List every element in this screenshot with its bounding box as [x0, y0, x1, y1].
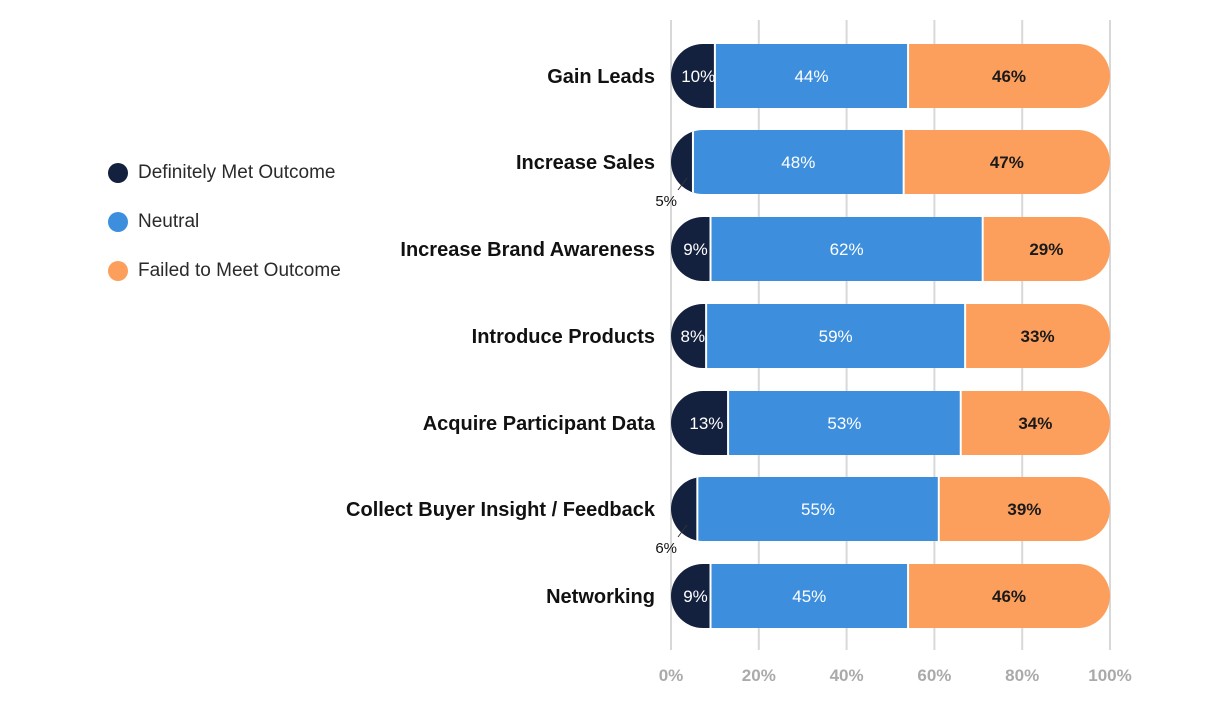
bar-row — [671, 217, 1110, 281]
x-axis-ticks: 0% 20% 40% 60% 80% 100% — [659, 666, 1132, 685]
legend-item: Failed to Meet Outcome — [108, 246, 341, 295]
data-label: 8% — [680, 327, 705, 346]
legend-item: Neutral — [108, 197, 341, 246]
bar-segment — [728, 391, 961, 455]
bar-segment — [938, 477, 1110, 541]
x-tick-label: 0% — [659, 666, 684, 685]
legend-label: Definitely Met Outcome — [138, 161, 336, 183]
data-label: 10% — [681, 67, 715, 86]
category-label: Acquire Participant Data — [423, 413, 656, 435]
x-tick-label: 40% — [830, 666, 864, 685]
bar-segment — [671, 130, 693, 194]
data-label: 47% — [990, 153, 1024, 172]
legend-label: Neutral — [138, 210, 200, 232]
bar-segment — [903, 130, 1110, 194]
bar-segment — [710, 564, 909, 628]
bar-row — [671, 130, 1110, 194]
bar-row — [671, 477, 1110, 541]
data-label: 9% — [683, 240, 708, 259]
bar-segment — [982, 217, 1110, 281]
category-label: Networking — [546, 586, 655, 608]
bar-segment — [908, 564, 1110, 628]
category-label: Collect Buyer Insight / Feedback — [346, 499, 656, 521]
legend-swatch — [108, 211, 128, 232]
data-label: 46% — [992, 67, 1026, 86]
x-tick-label: 100% — [1088, 666, 1131, 685]
legend-swatch — [108, 260, 128, 281]
category-label: Gain Leads — [547, 66, 655, 88]
data-label: 45% — [792, 587, 826, 606]
data-label: 5% — [655, 193, 677, 210]
data-label: 13% — [689, 414, 723, 433]
bar-segment — [960, 391, 1110, 455]
bar-segment — [671, 477, 698, 541]
data-label: 46% — [992, 587, 1026, 606]
legend: Definitely Met Outcome Neutral Failed to M… — [108, 148, 341, 295]
data-label: 33% — [1021, 327, 1055, 346]
bar-segment — [965, 304, 1110, 368]
bar-segment — [692, 130, 904, 194]
bar-segment — [908, 44, 1110, 108]
bar-segment — [671, 391, 729, 455]
data-label: 9% — [683, 587, 708, 606]
legend-label: Failed to Meet Outcome — [138, 259, 341, 281]
data-label: 55% — [801, 500, 835, 519]
data-label: 34% — [1018, 414, 1052, 433]
legend-swatch — [108, 162, 128, 183]
data-label-leader — [677, 177, 688, 191]
bar-segment — [706, 304, 966, 368]
bar-segment — [697, 477, 939, 541]
data-label: 53% — [827, 414, 861, 433]
legend-item: Definitely Met Outcome — [108, 148, 341, 197]
category-label: Increase Sales — [516, 152, 655, 174]
bars: 10% 44% 46% 5% 48% 47% 9% 62% 29% 8% 59% 33% 13% 53% 3… — [655, 44, 1110, 628]
data-label: 39% — [1007, 500, 1041, 519]
bar-segment — [710, 217, 983, 281]
x-tick-label: 60% — [917, 666, 951, 685]
bar-segment — [714, 44, 909, 108]
bar-row — [671, 391, 1110, 455]
data-label: 44% — [794, 67, 828, 86]
data-label: 62% — [830, 240, 864, 259]
data-label: 6% — [655, 540, 677, 557]
x-tick-label: 80% — [1005, 666, 1039, 685]
category-label: Introduce Products — [472, 326, 655, 348]
category-label: Increase Brand Awareness — [400, 239, 655, 261]
data-label: 29% — [1029, 240, 1063, 259]
bar-row — [671, 564, 1110, 628]
data-label: 59% — [819, 327, 853, 346]
category-labels: Gain Leads Increase Sales Increase Brand A… — [346, 66, 656, 608]
x-tick-label: 20% — [742, 666, 776, 685]
data-label-leader — [677, 524, 688, 538]
bar-row — [671, 44, 1110, 108]
data-label: 48% — [781, 153, 815, 172]
